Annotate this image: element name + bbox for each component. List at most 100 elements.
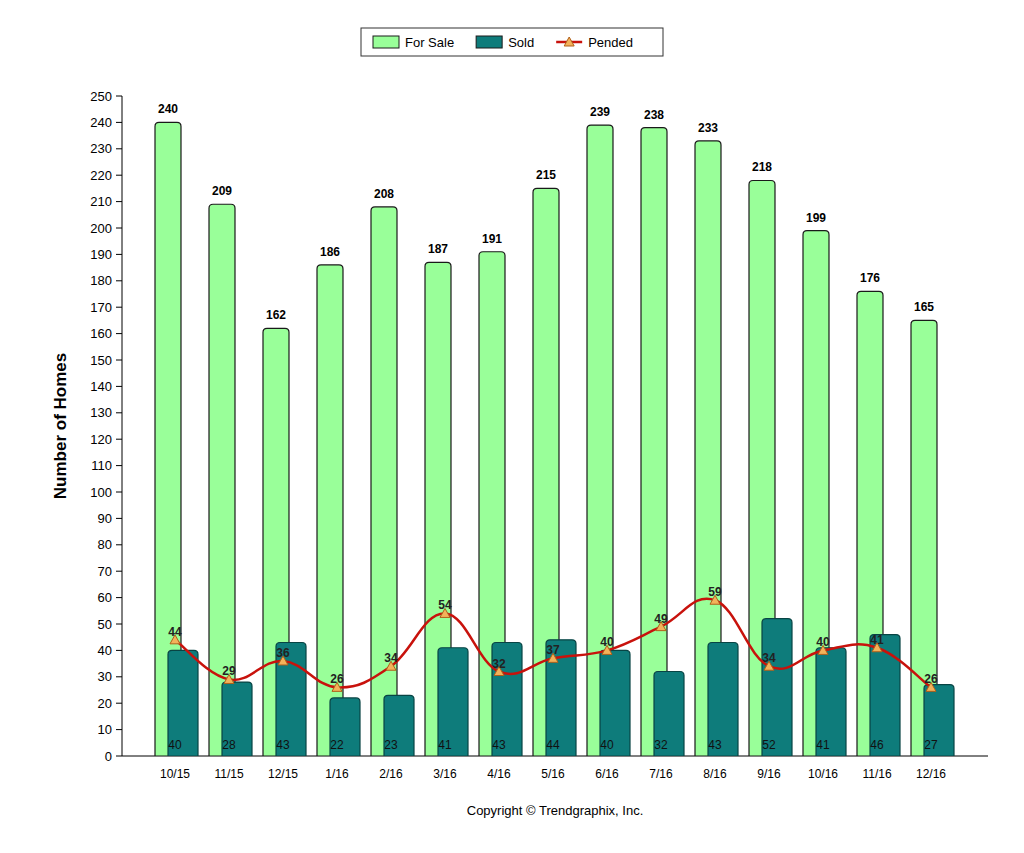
bar [384,695,414,756]
data-labels: 2402091621862081871912152392382332181991… [158,102,938,752]
marks [155,122,954,756]
x-tick-label: 12/15 [268,767,298,781]
y-tick-label: 180 [90,273,112,288]
data-label: 46 [870,738,884,752]
data-label: 28 [222,738,236,752]
y-tick-label: 40 [98,643,112,658]
y-tick-label: 200 [90,221,112,236]
data-label: 34 [384,651,398,665]
data-label: 199 [806,211,826,225]
bar [438,648,468,756]
y-tick [116,439,122,440]
bar [924,685,954,756]
x-tick-label: 10/15 [160,767,190,781]
y-tick-label: 110 [91,458,112,473]
y-tick-label: 20 [98,696,112,711]
y-tick-label: 60 [98,590,112,605]
y-tick [116,122,122,123]
data-label: 40 [600,738,614,752]
legend-label: Pended [588,35,633,50]
legend-swatch [476,36,502,48]
x-tick-label: 12/16 [916,767,946,781]
y-tick [116,624,122,625]
data-label: 233 [698,121,718,135]
data-label: 41 [438,738,452,752]
y-tick [116,703,122,704]
data-label: 209 [212,184,232,198]
bar [870,635,900,756]
bar [330,698,360,756]
y-axis: 0102030405060708090100110120130140150160… [90,89,122,764]
y-tick-label: 70 [98,564,112,579]
data-label: 239 [590,105,610,119]
x-tick-label: 1/16 [325,767,349,781]
data-label: 37 [546,643,560,657]
legend: For SaleSoldPended [361,28,663,56]
data-label: 54 [438,598,452,612]
y-tick [116,492,122,493]
y-tick-label: 240 [90,115,112,130]
data-label: 49 [654,612,668,626]
x-tick-label: 10/16 [808,767,838,781]
data-label: 215 [536,168,556,182]
y-tick [116,201,122,202]
y-tick-label: 30 [98,669,112,684]
data-label: 26 [924,672,938,686]
y-tick [116,386,122,387]
data-label: 162 [266,308,286,322]
y-tick [116,307,122,308]
y-tick-label: 100 [90,485,112,500]
y-tick [116,280,122,281]
data-label: 27 [924,738,938,752]
bar [371,207,397,756]
data-label: 186 [320,245,340,259]
y-tick [116,360,122,361]
y-tick-label: 250 [90,89,112,104]
data-label: 40 [168,738,182,752]
y-tick-label: 120 [90,432,112,447]
data-label: 191 [482,232,502,246]
y-tick [116,571,122,572]
legend-box [361,28,663,56]
annotation: Copyright © Trendgraphix, Inc. [467,803,644,818]
y-tick [116,729,122,730]
y-tick [116,544,122,545]
bar [492,642,522,756]
legend-swatch [373,36,399,48]
y-tick [116,228,122,229]
y-tick [116,676,122,677]
data-label: 32 [654,738,668,752]
y-tick [116,650,122,651]
bar [168,650,198,756]
data-label: 238 [644,108,664,122]
data-label: 52 [762,738,776,752]
y-tick-label: 0 [105,749,112,764]
bar [600,650,630,756]
y-tick-label: 90 [98,511,112,526]
data-label: 22 [330,738,344,752]
data-label: 29 [222,664,236,678]
x-tick-label: 11/15 [214,767,243,781]
y-tick [116,148,122,149]
y-tick-label: 230 [90,141,112,156]
y-tick-label: 130 [90,405,112,420]
data-label: 43 [492,738,506,752]
data-label: 34 [762,651,776,665]
bar [654,672,684,756]
x-tick-label: 11/16 [862,767,891,781]
line [175,599,931,688]
data-label: 208 [374,187,394,201]
y-tick-label: 10 [98,722,112,737]
data-label: 187 [428,242,448,256]
y-tick-label: 80 [98,537,112,552]
y-tick-label: 150 [90,353,112,368]
y-tick [116,756,122,757]
bar [708,642,738,756]
data-label: 43 [708,738,722,752]
data-label: 240 [158,102,178,116]
data-label: 40 [600,635,614,649]
data-label: 32 [492,657,506,671]
y-tick [116,96,122,97]
legend-label: Sold [508,35,534,50]
y-tick [116,518,122,519]
